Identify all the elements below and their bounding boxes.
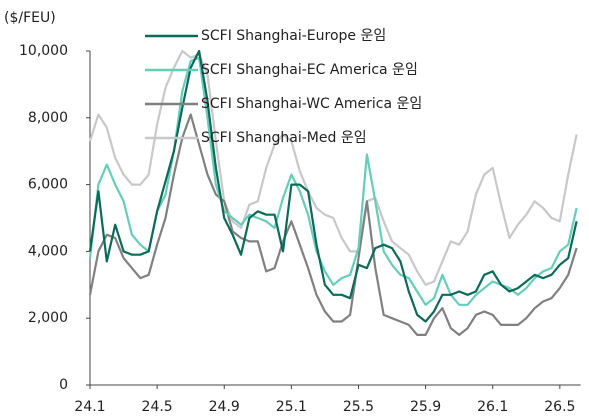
y-tick-label: 2,000	[28, 310, 68, 326]
x-tick-label: 25.9	[410, 399, 441, 415]
x-tick-label: 26.1	[477, 399, 508, 415]
series-line	[88, 113, 578, 336]
x-tick-label: 24.9	[209, 399, 240, 415]
y-tick-label: 6,000	[28, 177, 68, 193]
x-tick-label: 26.5	[544, 399, 575, 415]
legend-label: SCFI Shanghai-EC America 운임	[201, 62, 418, 78]
y-axis-label: ($/FEU)	[4, 10, 56, 26]
x-tick-label: 25.5	[343, 399, 374, 415]
x-tick-label: 25.1	[276, 399, 307, 415]
y-tick-label: 4,000	[28, 243, 68, 259]
x-tick-label: 24.1	[74, 399, 105, 415]
legend-label: SCFI Shanghai-Med 운임	[201, 130, 367, 146]
legend-label: SCFI Shanghai-Europe 운임	[201, 28, 386, 44]
y-tick-label: 0	[59, 377, 68, 393]
series-line	[88, 49, 578, 323]
y-tick-label: 10,000	[19, 43, 68, 59]
y-tick-label: 8,000	[28, 110, 68, 126]
series-line	[88, 56, 578, 306]
legend-label: SCFI Shanghai-WC America 운임	[201, 96, 422, 112]
x-tick-label: 24.5	[142, 399, 173, 415]
series-line	[88, 49, 578, 286]
